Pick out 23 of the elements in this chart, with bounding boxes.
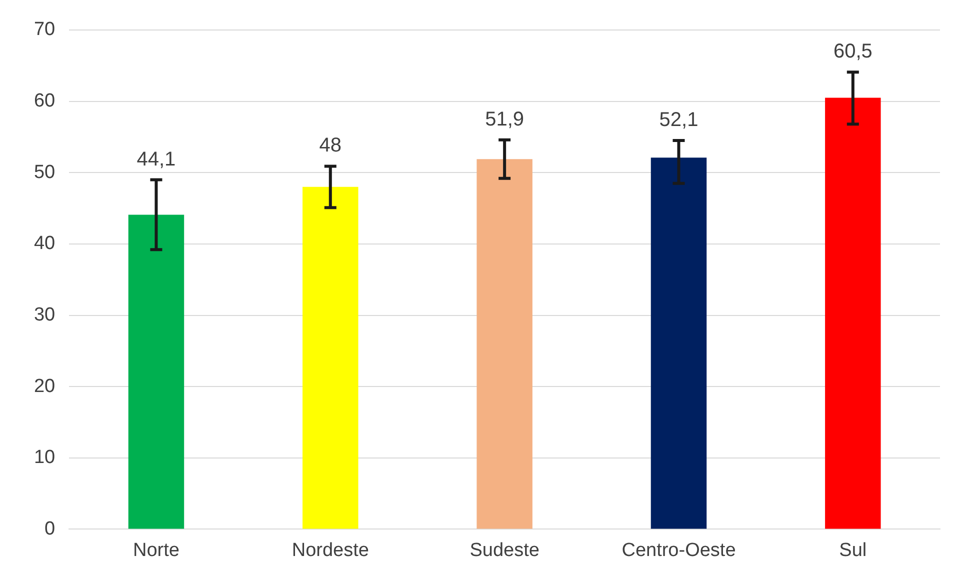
data-label: 44,1 — [136, 148, 176, 170]
bar — [650, 158, 707, 529]
x-tick-label: Norte — [132, 540, 180, 561]
y-tick-label: 40 — [34, 233, 56, 254]
data-label: 60,5 — [833, 40, 872, 63]
y-tick-label: 50 — [34, 162, 56, 183]
y-tick-label: 60 — [34, 90, 56, 112]
data-label: 51,9 — [485, 108, 524, 130]
bar — [302, 186, 358, 529]
x-tick-label: Sul — [839, 540, 867, 561]
bar — [476, 159, 532, 529]
y-tick-label: 70 — [34, 19, 56, 40]
y-tick-label: 20 — [34, 376, 56, 397]
bar — [825, 98, 881, 529]
y-tick-label: 30 — [34, 304, 56, 326]
bar — [128, 214, 184, 529]
data-label: 52,1 — [659, 109, 698, 132]
data-label: 48 — [319, 134, 342, 157]
x-tick-label: Sudeste — [470, 540, 540, 561]
x-tick-label: Centro-Oeste — [622, 540, 736, 561]
y-tick-label: 10 — [34, 447, 56, 468]
x-tick-label: Nordeste — [292, 540, 369, 561]
y-tick-label: 0 — [44, 518, 56, 540]
